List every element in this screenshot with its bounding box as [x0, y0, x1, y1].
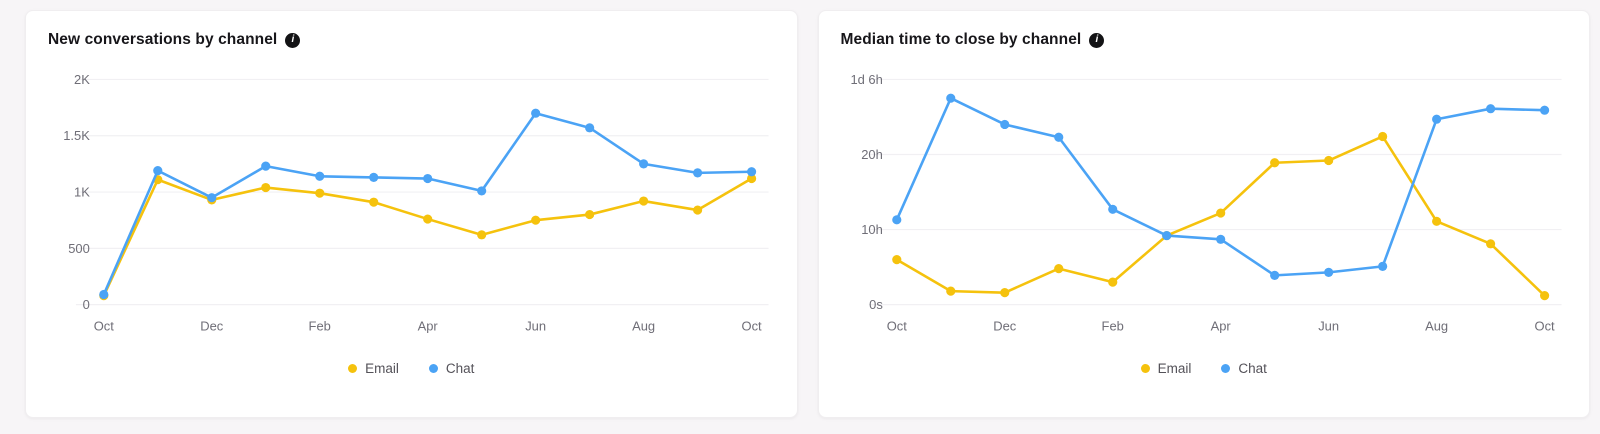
reports-dashboard: New conversations by channel i 2K 1.5K 1K 5…	[25, 10, 1590, 418]
data-point-chat[interactable]	[531, 108, 541, 118]
legend-item-chat[interactable]: Chat	[1221, 361, 1267, 376]
data-point-chat[interactable]	[1323, 267, 1333, 277]
data-point-chat[interactable]	[1269, 270, 1279, 280]
data-point-email[interactable]	[531, 215, 541, 225]
data-point-email[interactable]	[1107, 277, 1117, 287]
data-point-email[interactable]	[891, 255, 901, 265]
data-point-email[interactable]	[261, 182, 271, 193]
data-point-chat[interactable]	[891, 215, 901, 225]
x-axis-tick-label: Feb	[1101, 319, 1123, 334]
data-point-chat[interactable]	[1107, 204, 1117, 214]
chart-line-email	[102, 177, 753, 297]
legend-label-chat: Chat	[1238, 360, 1267, 376]
data-point-email[interactable]	[945, 286, 955, 296]
info-icon[interactable]: i	[285, 32, 301, 48]
data-point-email[interactable]	[1539, 291, 1549, 301]
legend-label-chat: Chat	[445, 360, 475, 376]
x-axis-tick-label: Aug	[632, 319, 655, 334]
data-point-email[interactable]	[585, 209, 595, 220]
x-axis-tick-label: Oct	[742, 319, 763, 334]
data-point-email[interactable]	[1269, 158, 1279, 168]
y-axis-tick-label: 500	[68, 241, 90, 256]
chart-title: Median time to close by channel	[840, 31, 1082, 48]
chart-line-chat	[894, 96, 1546, 277]
data-point-email[interactable]	[1323, 155, 1333, 166]
legend-label-email: Email	[1157, 360, 1192, 376]
x-axis-tick-label: Oct	[94, 319, 115, 334]
data-point-email[interactable]	[477, 230, 487, 240]
legend-item-email[interactable]: Email	[348, 361, 399, 376]
data-point-chat[interactable]	[585, 123, 595, 133]
chart-legend: Email Chat	[835, 357, 1574, 379]
data-point-chat[interactable]	[1539, 105, 1549, 115]
data-point-email[interactable]	[693, 205, 703, 215]
y-axis-tick-label: 1K	[74, 185, 90, 200]
x-axis-tick-label: Dec	[200, 319, 224, 334]
data-point-chat[interactable]	[1485, 104, 1495, 114]
y-axis-tick-label: 20h	[861, 147, 883, 162]
line-chart-new-conversations[interactable]: 2K 1.5K 1K 500 0 Oct Dec Feb Apr Jun Aug Oct	[42, 57, 781, 349]
data-point-email[interactable]	[639, 196, 649, 206]
data-point-chat[interactable]	[999, 119, 1009, 130]
legend-label-email: Email	[365, 360, 399, 376]
x-axis-tick-label: Jun	[1318, 319, 1339, 334]
x-axis-tick-label: Oct	[886, 319, 907, 334]
data-point-chat[interactable]	[1215, 234, 1225, 244]
data-point-chat[interactable]	[1377, 261, 1387, 271]
data-point-chat[interactable]	[207, 193, 217, 203]
data-point-email[interactable]	[423, 214, 433, 224]
data-point-email[interactable]	[369, 197, 379, 207]
chart-card-median-time-to-close: Median time to close by channel i 1d 6h 2…	[817, 10, 1590, 418]
x-axis-tick-label: Apr	[1210, 319, 1231, 334]
data-point-chat[interactable]	[639, 159, 649, 169]
legend-item-email[interactable]: Email	[1140, 360, 1192, 376]
y-axis-tick-label: 0	[83, 297, 90, 312]
x-axis-tick-label: Aug	[1425, 319, 1448, 334]
data-point-chat[interactable]	[1161, 230, 1171, 241]
chart-card-new-conversations: New conversations by channel i 2K 1.5K 1K 5…	[25, 10, 798, 418]
chart-header: New conversations by channel i	[42, 31, 781, 49]
chart-title: New conversations by channel	[48, 31, 278, 48]
data-point-email[interactable]	[1485, 239, 1495, 249]
email-series-dot	[1140, 363, 1150, 373]
data-point-chat[interactable]	[693, 168, 703, 178]
chart-legend: Email Chat	[42, 357, 781, 379]
chat-series-dot	[1221, 363, 1231, 373]
y-axis-tick-label: 1d 6h	[850, 72, 882, 87]
x-axis-tick-label: Apr	[418, 319, 439, 334]
data-point-email[interactable]	[315, 188, 325, 198]
data-point-email[interactable]	[999, 288, 1009, 298]
data-point-chat[interactable]	[477, 186, 487, 196]
info-icon[interactable]: i	[1089, 32, 1105, 48]
data-point-chat[interactable]	[369, 172, 379, 182]
data-point-chat[interactable]	[1431, 114, 1441, 124]
x-axis-tick-label: Feb	[309, 319, 331, 334]
data-point-chat[interactable]	[945, 93, 955, 103]
y-axis-tick-label: 0s	[869, 297, 883, 312]
data-point-chat[interactable]	[747, 167, 757, 177]
x-axis-tick-label: Dec	[993, 319, 1017, 334]
data-point-chat[interactable]	[1053, 132, 1063, 142]
chart-header: Median time to close by channel i	[835, 31, 1574, 49]
data-point-chat[interactable]	[261, 161, 271, 171]
y-axis-tick-label: 10h	[861, 222, 883, 237]
y-axis-tick-label: 2K	[74, 72, 90, 87]
data-point-email[interactable]	[1377, 131, 1387, 142]
data-point-email[interactable]	[1215, 208, 1225, 218]
data-point-email[interactable]	[1431, 216, 1441, 226]
y-axis-tick-label: 1.5K	[63, 128, 90, 143]
data-point-chat[interactable]	[423, 173, 433, 184]
x-axis-tick-label: Jun	[525, 319, 546, 334]
data-point-email[interactable]	[1053, 264, 1063, 274]
x-axis-tick-label: Oct	[1534, 319, 1555, 334]
data-point-email[interactable]	[747, 173, 757, 184]
email-series-dot	[348, 363, 358, 373]
data-point-chat[interactable]	[315, 171, 325, 181]
data-point-chat[interactable]	[153, 166, 163, 176]
legend-item-chat[interactable]: Chat	[428, 360, 475, 376]
data-point-chat[interactable]	[99, 289, 109, 300]
chat-series-dot	[428, 363, 438, 373]
